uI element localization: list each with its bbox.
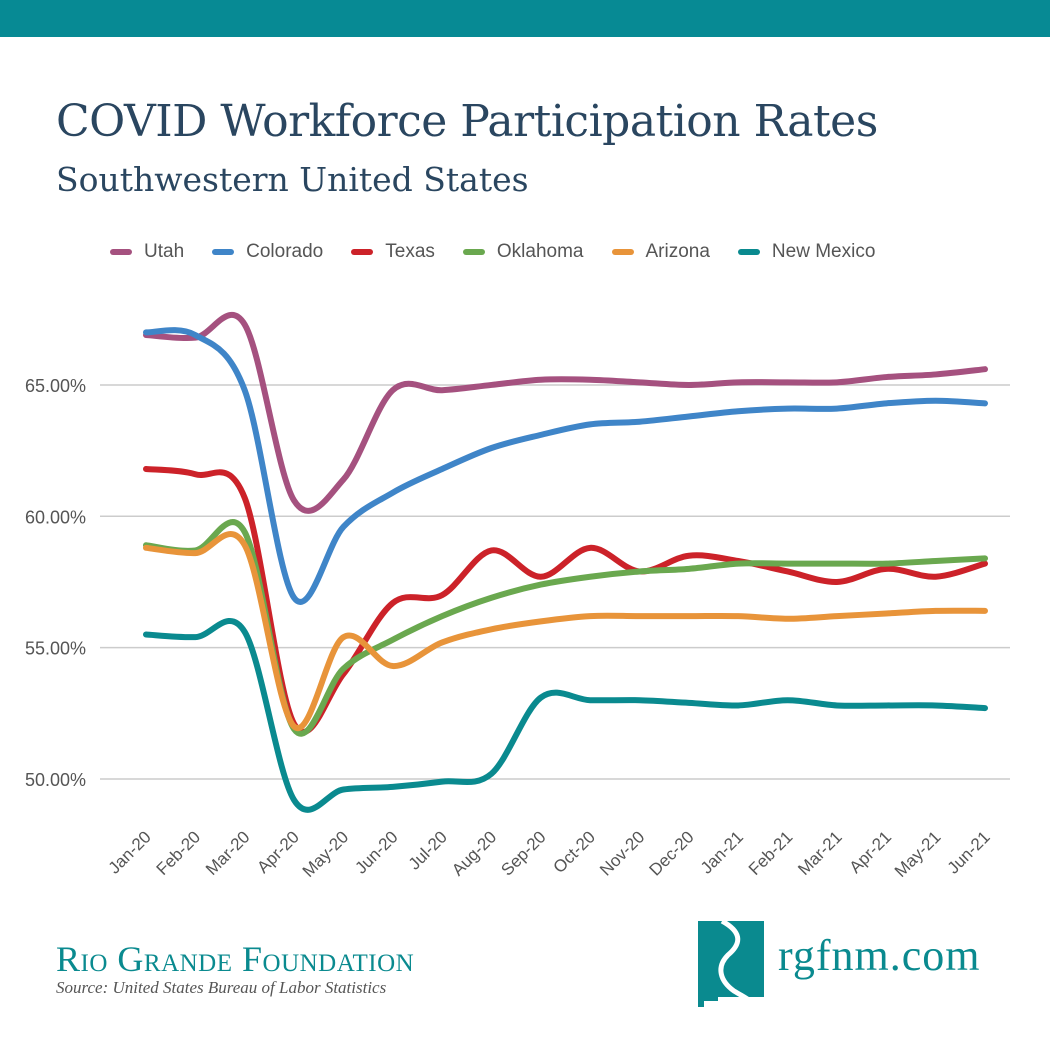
new-mexico-river-logo-icon	[698, 921, 764, 1007]
x-tick-label: Apr-21	[846, 827, 896, 877]
series-line-utah	[143, 312, 988, 514]
legend-label: Utah	[144, 241, 185, 262]
x-tick-label: Feb-21	[745, 827, 797, 879]
y-tick-label: 65.00%	[25, 376, 86, 396]
legend-item: Arizona	[611, 241, 710, 263]
legend-item: Texas	[351, 241, 435, 263]
legend-swatch	[737, 249, 760, 255]
x-tick-label: Jun-20	[351, 827, 401, 877]
org-name: Rio Grande Foundation	[56, 939, 415, 979]
legend-label: Arizona	[645, 241, 710, 262]
source-note: Source: United States Bureau of Labor St…	[56, 978, 387, 997]
x-tick-label: Jan-21	[697, 827, 747, 877]
legend: Utah Colorado Texas Oklahoma Arizona New Mexi…	[110, 241, 875, 263]
series-line-arizona	[143, 531, 988, 732]
legend-label: Oklahoma	[496, 241, 584, 262]
x-tick-label: Jun-21	[944, 827, 994, 877]
x-tick-label: Mar-20	[202, 827, 254, 879]
x-tick-label: Aug-20	[448, 827, 500, 879]
legend-swatch	[110, 249, 132, 255]
chart-subtitle: Southwestern United States	[56, 160, 529, 199]
series-line-texas	[143, 466, 988, 735]
x-tick-label: Feb-20	[153, 827, 205, 879]
legend-swatch	[611, 249, 634, 255]
y-tick-label: 55.00%	[25, 639, 86, 659]
y-tick-label: 50.00%	[25, 770, 86, 790]
legend-item: Colorado	[212, 241, 323, 263]
x-tick-label: Oct-20	[549, 827, 599, 877]
legend-label: Texas	[385, 241, 435, 262]
x-tick-label: Mar-21	[794, 827, 846, 879]
x-tick-label: Jan-20	[105, 827, 155, 877]
website-url: rgfnm.com	[778, 931, 981, 980]
x-tick-label: May-21	[891, 827, 945, 881]
legend-swatch	[462, 249, 485, 255]
x-tick-label: Nov-20	[596, 827, 648, 879]
legend-label: Colorado	[246, 241, 324, 262]
top-band	[0, 0, 1050, 37]
series-line-new-mexico	[143, 618, 988, 813]
legend-label: New Mexico	[771, 241, 876, 262]
x-tick-label: Dec-20	[646, 827, 698, 879]
chart-title: COVID Workforce Participation Rates	[56, 96, 878, 147]
y-tick-label: 60.00%	[25, 507, 86, 527]
x-tick-label: May-20	[299, 827, 353, 881]
x-tick-label: Sep-20	[497, 827, 549, 879]
legend-swatch	[351, 249, 374, 255]
legend-swatch	[212, 249, 235, 255]
legend-item: New Mexico	[737, 241, 876, 263]
x-tick-label: Jul-20	[405, 827, 451, 873]
series-line-colorado	[143, 327, 988, 605]
legend-item: Oklahoma	[462, 241, 584, 263]
x-tick-label: Apr-20	[253, 827, 303, 877]
legend-item: Utah	[110, 241, 184, 263]
